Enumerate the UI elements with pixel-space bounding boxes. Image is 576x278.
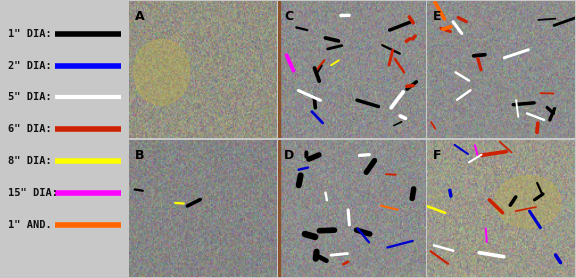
Text: 5" DIA:: 5" DIA: <box>8 93 52 103</box>
Text: A: A <box>135 10 145 23</box>
Ellipse shape <box>495 176 561 228</box>
Text: 8" DIA:: 8" DIA: <box>8 156 52 166</box>
Text: B: B <box>135 150 145 162</box>
Text: F: F <box>433 150 442 162</box>
Bar <box>278 140 280 277</box>
Text: 2" DIA:: 2" DIA: <box>8 61 52 71</box>
Text: 1" AND.: 1" AND. <box>8 220 52 230</box>
Text: D: D <box>285 150 294 162</box>
Bar <box>278 1 280 138</box>
Text: C: C <box>285 10 293 23</box>
Ellipse shape <box>134 39 190 105</box>
Text: 15" DIA:: 15" DIA: <box>8 188 58 198</box>
Text: E: E <box>433 10 442 23</box>
Text: 1" DIA:: 1" DIA: <box>8 29 52 39</box>
Text: 6" DIA:: 6" DIA: <box>8 124 52 134</box>
